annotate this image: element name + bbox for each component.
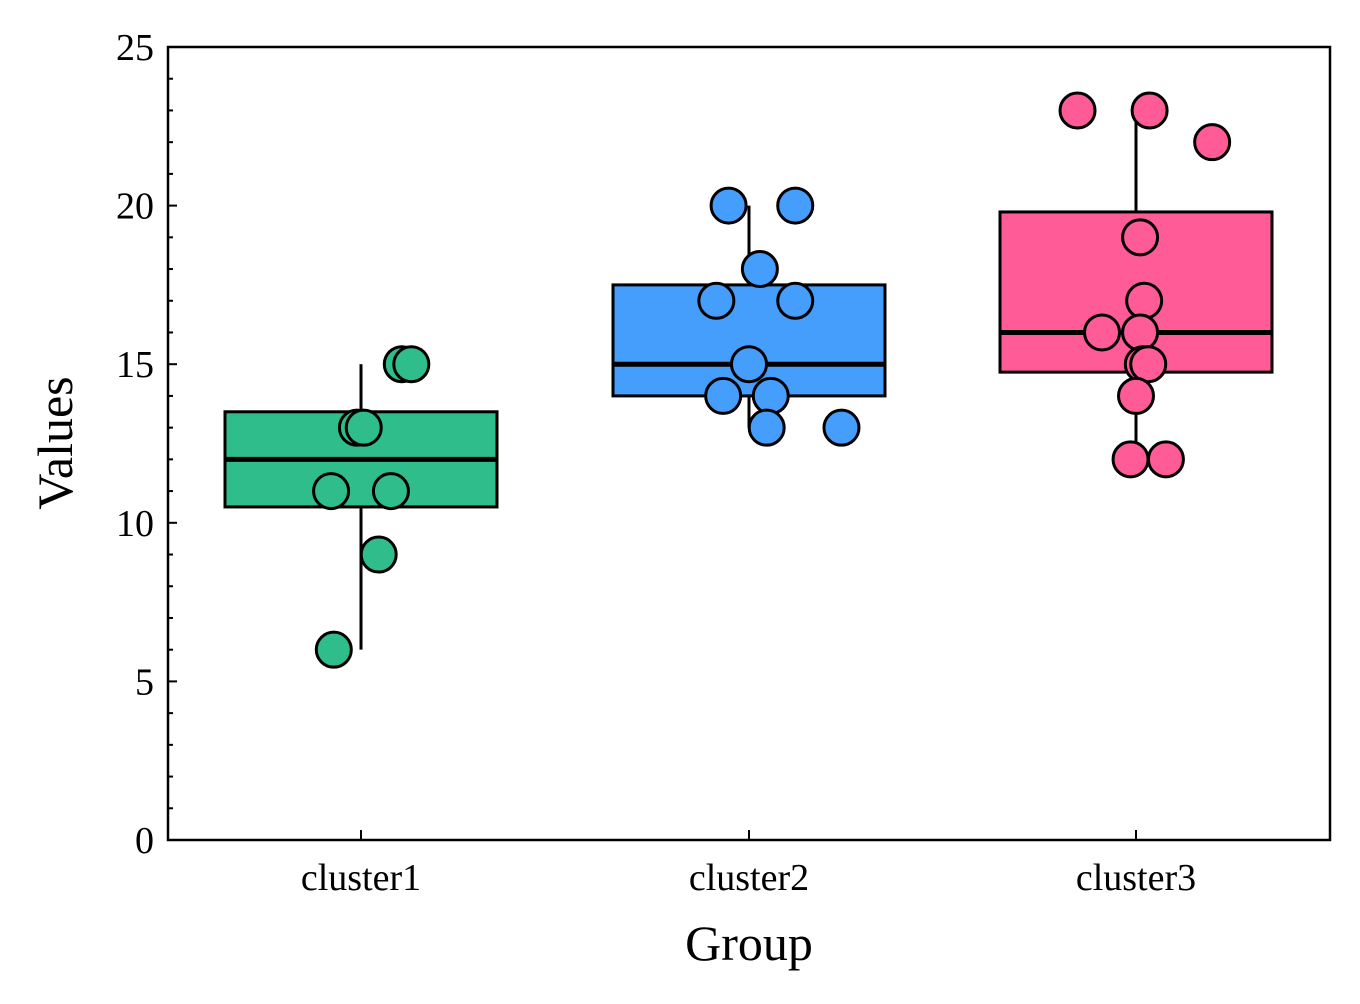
- data-point: [1121, 218, 1160, 257]
- data-point: [1125, 281, 1164, 320]
- data-point: [1083, 313, 1121, 352]
- y-tick-label: 0: [135, 820, 154, 862]
- x-axis: cluster1 cluster2 cluster3: [301, 830, 1196, 899]
- data-point: [747, 408, 786, 447]
- y-tick-label: 25: [116, 27, 154, 69]
- data-point: [392, 345, 431, 384]
- y-axis: 0 5 10 15 20 25: [116, 27, 177, 862]
- data-point: [751, 376, 790, 415]
- data-point: [1117, 376, 1155, 415]
- data-point: [344, 408, 383, 447]
- data-point: [1129, 345, 1168, 384]
- data-point: [704, 376, 743, 415]
- data-point: [312, 472, 351, 511]
- y-tick-label: 10: [116, 503, 154, 545]
- data-point: [697, 281, 736, 320]
- data-point: [776, 281, 815, 320]
- x-tick-label: cluster1: [301, 857, 421, 899]
- data-point: [1146, 440, 1185, 479]
- x-tick-label: cluster3: [1076, 857, 1196, 899]
- data-point: [730, 345, 768, 384]
- data-point: [314, 630, 353, 669]
- data-point: [740, 250, 779, 289]
- points-layer: [312, 91, 1232, 669]
- box-cluster2: [611, 283, 887, 398]
- y-axis-title: Values: [27, 376, 83, 509]
- data-point: [359, 535, 398, 574]
- data-point: [1193, 123, 1232, 162]
- y-tick-label: 15: [116, 344, 154, 386]
- data-point: [1121, 313, 1160, 352]
- data-point: [1058, 91, 1097, 130]
- data-point: [822, 408, 861, 447]
- data-point: [776, 186, 815, 225]
- x-axis-title: Group: [685, 915, 813, 971]
- x-tick-label: cluster2: [689, 857, 809, 899]
- data-point: [709, 186, 748, 225]
- y-tick-label: 20: [116, 186, 154, 228]
- y-tick-label: 5: [135, 661, 154, 703]
- data-point: [371, 472, 410, 511]
- data-point: [1111, 440, 1150, 479]
- data-point: [1130, 91, 1169, 130]
